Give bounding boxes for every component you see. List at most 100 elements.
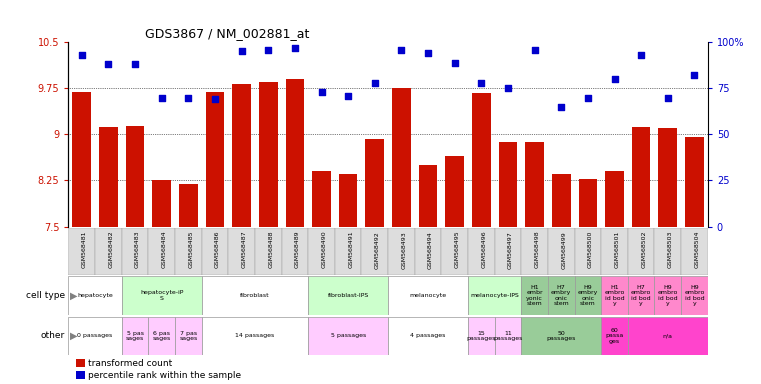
Text: melanocyte-IPS: melanocyte-IPS: [470, 293, 519, 298]
Bar: [76, 359, 85, 367]
Text: GSM568494: GSM568494: [428, 231, 433, 268]
Text: 0 passages: 0 passages: [78, 333, 113, 339]
Text: GSM568484: GSM568484: [161, 231, 167, 268]
Bar: [308, 228, 335, 275]
Bar: [658, 127, 677, 227]
Text: GSM568493: GSM568493: [402, 231, 406, 268]
Point: [475, 80, 487, 86]
Text: H1
embro
id bod
y: H1 embro id bod y: [604, 285, 625, 306]
Text: GSM568487: GSM568487: [242, 231, 247, 268]
Bar: [126, 126, 145, 227]
Bar: [175, 317, 202, 355]
Bar: [122, 228, 148, 275]
Text: GSM568497: GSM568497: [508, 231, 513, 268]
Text: H1
embr
yonic
stem: H1 embr yonic stem: [526, 285, 543, 306]
Point: [608, 76, 620, 82]
Bar: [255, 228, 282, 275]
Bar: [228, 228, 255, 275]
Bar: [148, 317, 175, 355]
Point: [368, 80, 380, 86]
Point: [661, 94, 674, 101]
Point: [449, 60, 461, 66]
Text: GSM568481: GSM568481: [81, 231, 87, 268]
Text: GSM568489: GSM568489: [295, 231, 300, 268]
Text: GSM568491: GSM568491: [348, 231, 353, 268]
Point: [102, 61, 114, 68]
Bar: [148, 228, 175, 275]
Bar: [308, 276, 388, 315]
Bar: [628, 317, 708, 355]
Bar: [365, 139, 384, 227]
Text: hepatocyte: hepatocyte: [78, 293, 113, 298]
Bar: [95, 228, 122, 275]
Bar: [392, 88, 411, 227]
Bar: [99, 127, 118, 227]
Text: GSM568486: GSM568486: [215, 231, 220, 268]
Text: H7
embry
onic
stem: H7 embry onic stem: [551, 285, 572, 306]
Bar: [122, 317, 148, 355]
Bar: [361, 228, 388, 275]
Bar: [68, 317, 122, 355]
Bar: [521, 228, 548, 275]
Bar: [495, 317, 521, 355]
Bar: [498, 142, 517, 227]
Text: melanocyte: melanocyte: [409, 293, 447, 298]
Text: 11
passages: 11 passages: [493, 331, 523, 341]
Bar: [521, 317, 601, 355]
Text: H9
embro
id bod
y: H9 embro id bod y: [684, 285, 705, 306]
Point: [502, 85, 514, 91]
Text: GSM568485: GSM568485: [188, 231, 193, 268]
Text: H9
embry
onic
stem: H9 embry onic stem: [578, 285, 598, 306]
Text: GSM568483: GSM568483: [135, 231, 140, 268]
Text: fibroblast: fibroblast: [240, 293, 269, 298]
Point: [396, 46, 408, 53]
Bar: [472, 93, 491, 227]
Point: [528, 46, 540, 53]
Text: 6 pas
sages: 6 pas sages: [153, 331, 170, 341]
Text: GSM568498: GSM568498: [534, 231, 540, 268]
Text: GSM568504: GSM568504: [694, 231, 699, 268]
Bar: [628, 276, 654, 315]
Text: GSM568501: GSM568501: [614, 231, 619, 268]
Text: H7
embro
id bod
y: H7 embro id bod y: [631, 285, 651, 306]
Text: 60
passa
ges: 60 passa ges: [606, 328, 623, 344]
Text: 5 passages: 5 passages: [330, 333, 366, 339]
Text: GSM568490: GSM568490: [321, 231, 326, 268]
Text: fibroblast-IPS: fibroblast-IPS: [327, 293, 369, 298]
Point: [155, 94, 167, 101]
Bar: [632, 127, 651, 227]
Bar: [578, 179, 597, 227]
Bar: [152, 180, 171, 227]
Text: other: other: [40, 331, 65, 341]
Text: 5 pas
sages: 5 pas sages: [126, 331, 144, 341]
Point: [129, 61, 142, 68]
Bar: [601, 317, 628, 355]
Text: H9
embro
id bod
y: H9 embro id bod y: [658, 285, 678, 306]
Bar: [601, 276, 628, 315]
Bar: [654, 228, 681, 275]
Point: [555, 104, 567, 110]
Text: 15
passages: 15 passages: [466, 331, 496, 341]
Bar: [179, 184, 198, 227]
Bar: [202, 228, 228, 275]
Bar: [548, 228, 575, 275]
Point: [75, 52, 88, 58]
Point: [422, 50, 434, 56]
Text: GSM568499: GSM568499: [561, 231, 566, 268]
Bar: [681, 276, 708, 315]
Bar: [445, 156, 464, 227]
Bar: [552, 174, 571, 227]
Bar: [685, 137, 704, 227]
Text: n/a: n/a: [663, 333, 673, 339]
Bar: [72, 92, 91, 227]
Text: ▶: ▶: [70, 331, 78, 341]
Bar: [441, 228, 468, 275]
Text: GSM568492: GSM568492: [374, 231, 380, 268]
Text: percentile rank within the sample: percentile rank within the sample: [88, 371, 241, 380]
Bar: [415, 228, 441, 275]
Text: 4 passages: 4 passages: [410, 333, 446, 339]
Point: [236, 48, 248, 55]
Point: [289, 45, 301, 51]
Bar: [205, 92, 224, 227]
Bar: [388, 228, 415, 275]
